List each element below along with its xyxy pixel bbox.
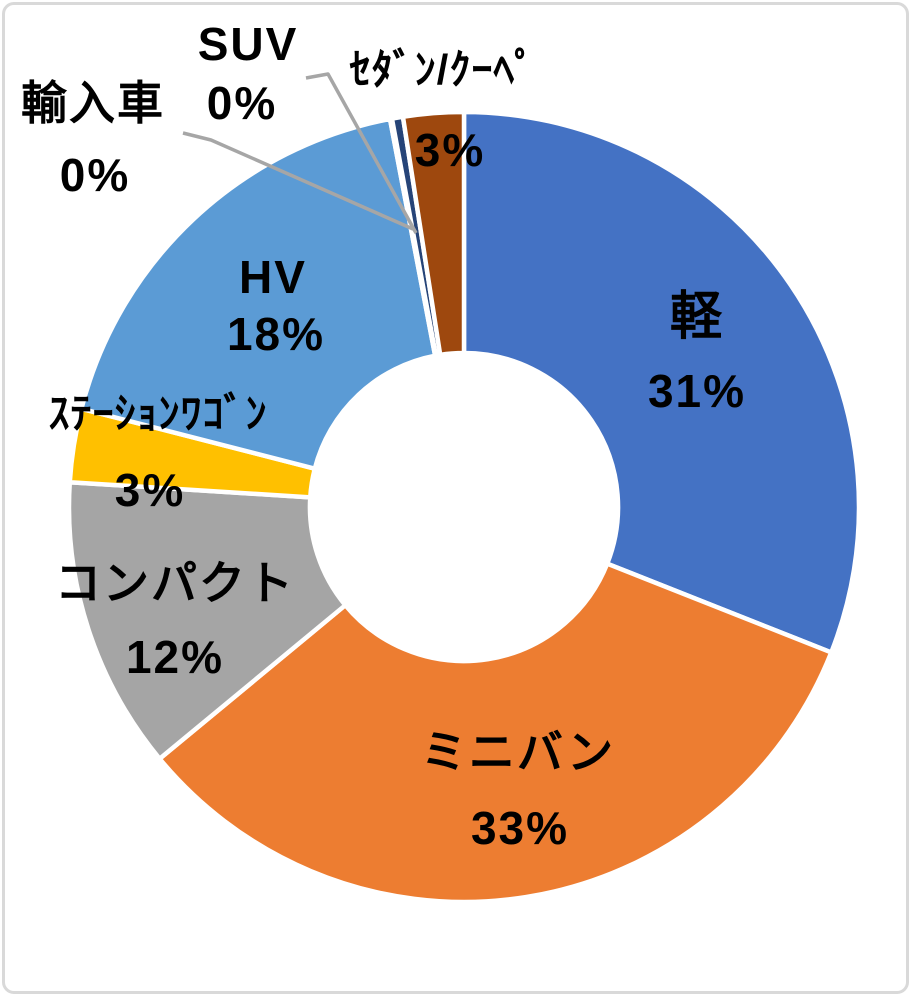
slice-pct-sedan-coupe: 3% xyxy=(414,124,486,176)
slice-kei xyxy=(461,109,862,655)
slice-sedan xyxy=(400,109,467,358)
slice-hv xyxy=(79,116,438,471)
slice-pct-kei: 31% xyxy=(647,365,747,417)
slice-label-import: 輸入車 xyxy=(21,77,165,129)
slice-label-hv: HV xyxy=(239,251,307,303)
donut-slices xyxy=(66,109,862,905)
slice-label-suv: SUV xyxy=(197,18,299,70)
slice-pct-compact: 12% xyxy=(125,631,225,683)
slice-compact xyxy=(66,479,348,762)
leader-line-suv xyxy=(305,72,418,234)
slice-pct-minivan: 33% xyxy=(470,802,570,854)
slice-label-compact: コンパクト xyxy=(55,557,295,609)
slice-label-sedan-coupe: ｾﾀﾞﾝ/ｸｰﾍﾟ xyxy=(349,46,537,93)
slice-pct-hv: 18% xyxy=(226,308,326,360)
slice-label-kei: 軽 xyxy=(669,288,725,346)
slice-minivan xyxy=(157,561,834,905)
slice-label-stationwagon: ｽﾃｰｼｮﾝﾜｺﾞﾝ xyxy=(48,390,268,437)
slice-label-minivan: ミニバン xyxy=(420,726,616,778)
slice-pct-stationwagon: 3% xyxy=(114,464,186,516)
slice-pct-import: 0% xyxy=(59,149,131,201)
leader-line-import xyxy=(182,131,414,231)
slice-pct-suv: 0% xyxy=(206,77,278,129)
